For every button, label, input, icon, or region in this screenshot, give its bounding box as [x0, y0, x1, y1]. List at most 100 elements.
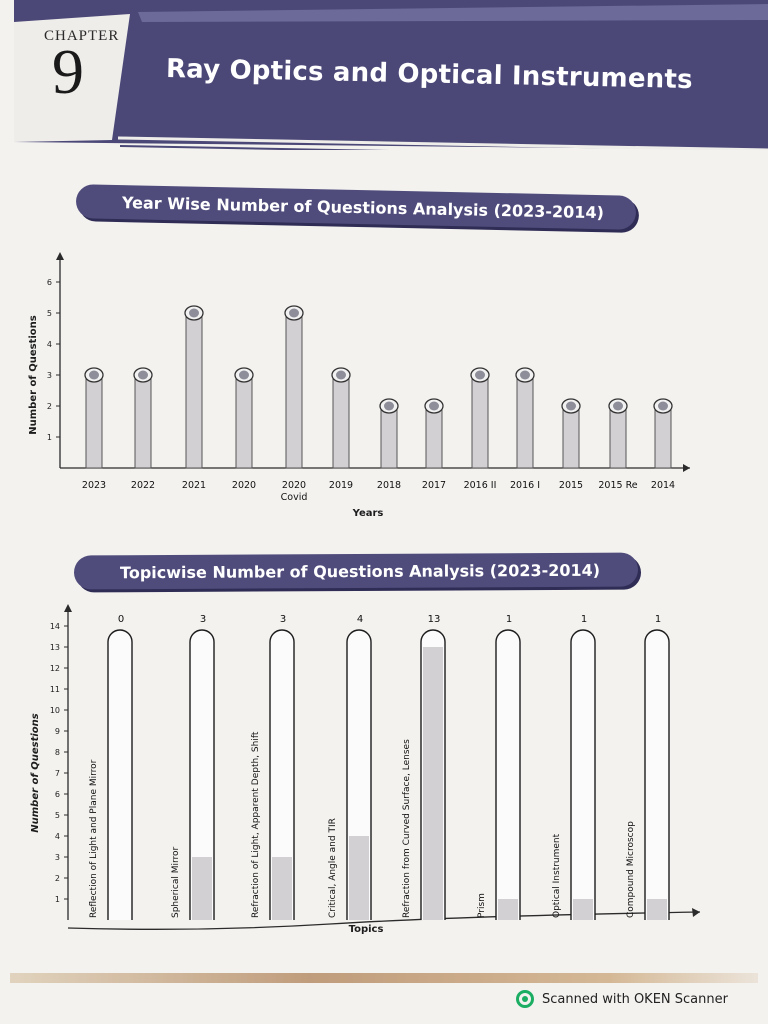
topic-label: Reflection of Light and Plane Mirror [89, 759, 99, 918]
x-axis-arrow-icon [683, 464, 690, 472]
y-tick-label: 8 [55, 748, 60, 757]
bar [332, 374, 350, 469]
bar [654, 405, 672, 469]
bar-cap-inner [566, 401, 576, 411]
bar [235, 374, 253, 469]
topic-tube [644, 629, 670, 920]
y-tick-label: 11 [50, 685, 60, 694]
bar [134, 374, 152, 469]
page-bottom-edge [10, 973, 758, 983]
x-category-label: 2015 Re [598, 480, 637, 491]
x-axis-arrow-icon [692, 908, 700, 917]
bar-cap-inner [613, 401, 623, 411]
y-axis-title: Number of Questions [28, 315, 39, 435]
topic-tube [570, 629, 596, 920]
x-category-label: 2015 [559, 480, 583, 491]
topic-label: Prism [477, 893, 487, 918]
x-axis-title: Topics [349, 924, 384, 935]
scanner-text: Scanned with OKEN Scanner [542, 991, 728, 1007]
bar-value-label: 13 [428, 614, 441, 625]
y-tick-label: 4 [55, 832, 60, 841]
y-tick-label: 4 [47, 340, 52, 349]
y-tick-label: 6 [55, 790, 60, 799]
x-category-label: 2014 [651, 480, 675, 491]
y-axis-arrow-icon [56, 252, 64, 260]
topic-tube [269, 629, 295, 920]
bar [285, 312, 303, 469]
x-category-label: 2018 [377, 480, 401, 491]
topic-label: Optical Instrument [552, 833, 562, 918]
bar-cap-inner [429, 401, 439, 411]
bar [349, 836, 369, 920]
topic-label: Critical, Angle and TIR [328, 818, 338, 918]
x-category-label: 2023 [82, 480, 106, 491]
y-tick-label: 10 [50, 706, 60, 715]
x-category-label: 2019 [329, 480, 353, 491]
bar [498, 899, 518, 920]
bar-value-label: 3 [280, 614, 286, 625]
bar-cap-inner [520, 370, 530, 380]
bar-cap-inner [289, 308, 299, 318]
y-tick-label: 9 [55, 727, 60, 736]
y-tick-label: 1 [47, 433, 52, 442]
y-axis-title: Number of Questions [30, 713, 41, 833]
bar-value-label: 0 [118, 614, 124, 625]
topic-label: Compound Microscop [626, 821, 636, 918]
x-axis [67, 911, 701, 930]
bar-cap-inner [189, 308, 199, 318]
y-tick-label: 5 [47, 309, 52, 318]
bar-value-label: 3 [200, 614, 206, 625]
banner-highlight [138, 4, 768, 22]
scanner-logo-icon [516, 990, 534, 1008]
x-category-label: 2016 I [510, 480, 540, 491]
y-axis-arrow-icon [64, 604, 72, 612]
banner-bottom-edge [117, 136, 768, 150]
y-tick-label: 2 [55, 874, 60, 883]
bar [516, 374, 534, 469]
y-tick-label: 1 [55, 895, 60, 904]
x-category-label: 2020 [232, 480, 256, 491]
bar-cap-inner [239, 370, 249, 380]
y-tick-label: 3 [55, 853, 60, 862]
topic-label: Refraction of Light, Apparent Depth, Shi… [251, 731, 261, 918]
bar-value-label: 1 [655, 614, 661, 625]
y-tick-label: 3 [47, 371, 52, 380]
topic-label: Refraction from Curved Surface, Lenses [402, 739, 412, 918]
banner-left-tab [14, 14, 130, 142]
bar [647, 899, 667, 920]
bar [471, 374, 489, 469]
topic-tube [107, 629, 133, 920]
x-category-label: 2022 [131, 480, 155, 491]
topic-label: Spherical Mirror [171, 846, 181, 918]
bar-cap-inner [89, 370, 99, 380]
y-tick-label: 6 [47, 278, 52, 287]
chapter-number: 9 [52, 36, 84, 107]
bar [380, 405, 398, 469]
bar [425, 405, 443, 469]
bar [573, 899, 593, 920]
y-tick-label: 13 [50, 643, 60, 652]
bar [609, 405, 627, 469]
y-tick-label: 2 [47, 402, 52, 411]
x-category-label: 2016 II [464, 480, 497, 491]
bar [192, 857, 212, 920]
banner-bottom-line [119, 145, 391, 150]
bar-cap-inner [336, 370, 346, 380]
topic-tube [495, 629, 521, 920]
x-category-label: 2017 [422, 480, 446, 491]
bar [185, 312, 203, 469]
x-category-label: 2021 [182, 480, 206, 491]
topic-section-title: Topicwise Number of Questions Analysis (… [73, 552, 639, 590]
x-category-label: Covid [281, 492, 308, 503]
y-tick-label: 5 [55, 811, 60, 820]
bar-value-label: 4 [357, 614, 363, 625]
bar [423, 647, 443, 920]
y-tick-label: 7 [55, 769, 60, 778]
topic-tube [189, 629, 215, 920]
x-axis-title: Years [352, 508, 384, 519]
bar-cap-inner [384, 401, 394, 411]
bar [562, 405, 580, 469]
x-category-label: 2020 [282, 480, 306, 491]
chapter-label: CHAPTER [44, 28, 120, 44]
